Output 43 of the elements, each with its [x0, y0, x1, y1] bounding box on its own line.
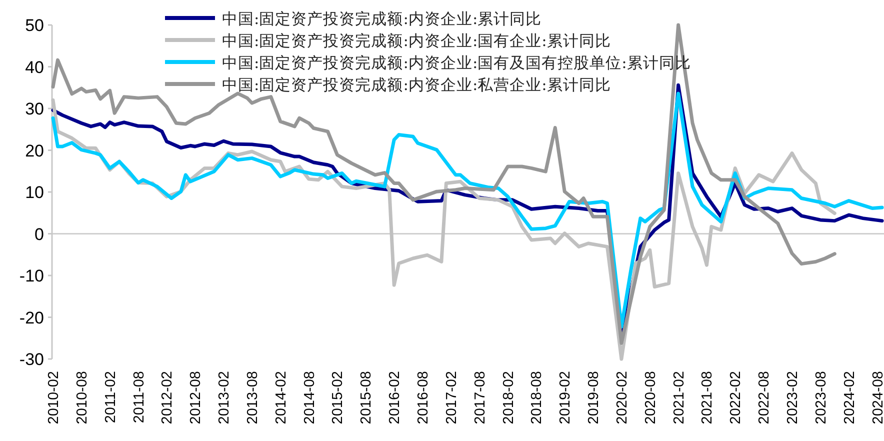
- x-tick-label: 2011-08: [131, 371, 148, 424]
- x-tick-label: 2015-02: [330, 371, 346, 424]
- x-tick-label: 2013-02: [216, 371, 233, 424]
- y-tick-label: 40: [25, 58, 44, 77]
- y-tick-label: -30: [19, 350, 44, 369]
- x-tick-label: 2023-08: [813, 371, 830, 424]
- x-tick-label: 2013-08: [244, 371, 261, 424]
- x-tick-label: 2017-08: [472, 371, 488, 424]
- x-tick-label: 2021-08: [700, 371, 716, 424]
- x-tick-label: 2019-08: [586, 371, 602, 424]
- x-tick-label: 2024-08: [870, 371, 884, 424]
- x-tick-label: 2016-08: [415, 371, 432, 424]
- y-tick-label: 30: [25, 100, 44, 118]
- x-tick-label: 2012-08: [188, 371, 204, 424]
- x-tick-label: 2020-02: [614, 371, 630, 424]
- y-tick-label: -10: [19, 266, 44, 286]
- x-tick-label: 2011-02: [102, 371, 119, 424]
- x-tick-label: 2015-08: [358, 371, 375, 424]
- x-tick-label: 2023-02: [784, 371, 801, 424]
- y-tick-label: 20: [25, 141, 44, 160]
- legend-label: 中国:固定资产投资完成额:内资企业:国有企业:累计同比: [222, 32, 611, 50]
- x-tick-label: 2017-02: [444, 371, 460, 424]
- x-tick-label: 2010-02: [46, 371, 62, 424]
- x-tick-label: 2022-08: [756, 371, 773, 424]
- legend-label: 中国:固定资产投资完成额:内资企业:国有及国有控股单位:累计同比: [222, 54, 691, 72]
- x-tick-label: 2014-08: [302, 371, 318, 424]
- legend-label: 中国:固定资产投资完成额:内资企业:累计同比: [222, 10, 542, 28]
- x-tick-label: 2024-02: [842, 371, 858, 424]
- y-tick-label: 50: [25, 16, 44, 35]
- legend-label: 中国:固定资产投资完成额:内资企业:私营企业:累计同比: [222, 76, 611, 94]
- x-tick-label: 2021-02: [671, 371, 688, 424]
- x-tick-label: 2018-02: [500, 371, 517, 424]
- x-tick-label: 2022-02: [728, 371, 744, 424]
- x-tick-label: 2016-02: [387, 371, 404, 424]
- x-tick-label: 2014-02: [273, 371, 290, 424]
- x-tick-label: 2020-08: [642, 371, 659, 424]
- y-tick-label: -20: [19, 308, 44, 328]
- x-tick-label: 2018-08: [529, 371, 546, 424]
- y-tick-label: 10: [25, 183, 44, 202]
- x-tick-label: 2019-02: [558, 371, 574, 424]
- x-tick-label: 2012-02: [160, 371, 176, 424]
- y-tick-label: 0: [34, 224, 44, 244]
- x-tick-label: 2010-08: [74, 371, 90, 424]
